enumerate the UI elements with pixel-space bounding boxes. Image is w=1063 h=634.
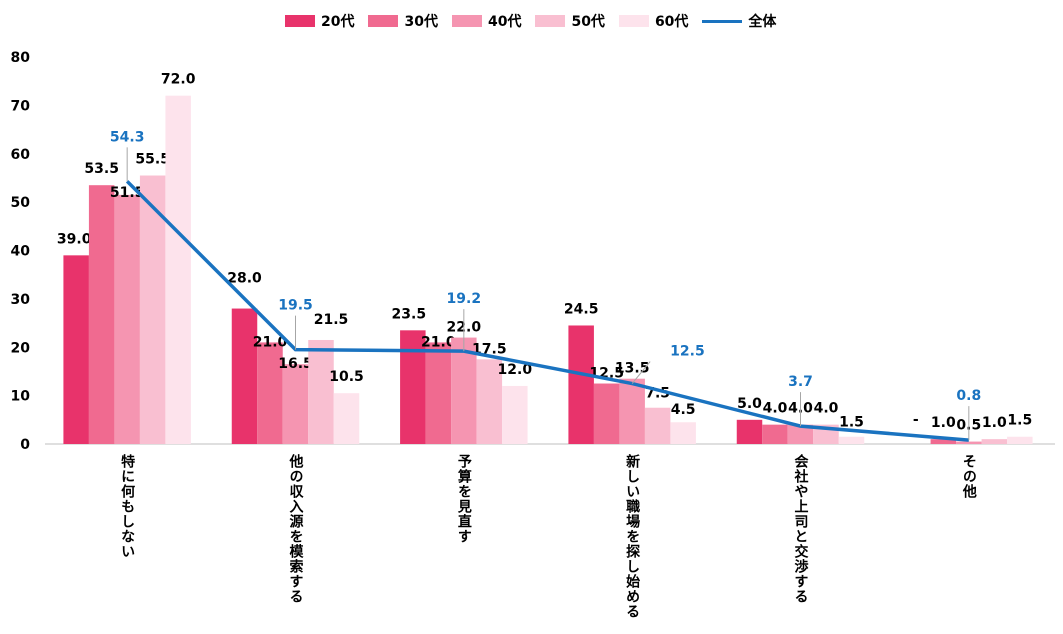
- bar-value-label: 4.0: [814, 401, 839, 417]
- bar-30代-2: [425, 342, 452, 444]
- bar-value-label: 21.0: [253, 334, 288, 350]
- bar-30代-5: [930, 439, 957, 444]
- y-tick-label: 80: [11, 50, 31, 66]
- legend-label: 20代: [321, 14, 355, 30]
- legend-item: 30代: [368, 11, 438, 31]
- bar-40代-4: [787, 424, 814, 444]
- legend-line-swatch: [702, 19, 743, 23]
- bar-60代-2: [502, 385, 528, 444]
- legend-swatch: [535, 15, 566, 27]
- category-label: その他: [961, 454, 978, 499]
- bar-value-label: 1.0: [982, 415, 1007, 431]
- bar-value-label: 72.0: [161, 72, 196, 88]
- bar-40代-5: [956, 441, 982, 444]
- legend-label: 60代: [654, 14, 689, 30]
- bar-value-label: 23.5: [392, 306, 427, 322]
- legend-label: 30代: [404, 14, 438, 30]
- y-tick-label: 40: [11, 244, 31, 260]
- category-label: 新しい職場を探し始める: [624, 453, 640, 619]
- bar-value-label: 1.5: [839, 415, 864, 431]
- line-overall: [125, 180, 969, 442]
- bar-50代-3: [644, 407, 671, 444]
- category-label: 予算を見直す: [456, 454, 473, 544]
- legend-swatch: [285, 15, 315, 27]
- bar-value-label: 5.0: [737, 396, 762, 412]
- y-tick-label: 10: [11, 389, 31, 405]
- category-label: 会社や上司と交渉する: [793, 453, 810, 604]
- line-value-label: 19.2: [447, 291, 482, 307]
- bar-60代-1: [333, 393, 360, 444]
- bar-20代-4: [736, 419, 763, 444]
- bar-value-label: 10.5: [329, 369, 364, 385]
- bar-20代-1: [231, 308, 258, 444]
- bar-value-label: 16.5: [278, 356, 313, 372]
- y-tick-label: 20: [11, 340, 31, 356]
- bar-value-label: 21.5: [314, 312, 349, 328]
- legend-label: 全体: [748, 14, 777, 30]
- bar-value-label: 28.0: [227, 271, 262, 287]
- bar-50代-0: [139, 175, 166, 445]
- legend-item: 50代: [535, 11, 605, 31]
- bar-60代-4: [838, 436, 865, 444]
- bar-value-label: 55.5: [135, 152, 170, 168]
- bar-40代-0: [114, 194, 140, 444]
- category-label: 特に何もしない: [119, 453, 135, 559]
- legend-item: 60代: [618, 11, 689, 31]
- bar-30代-1: [257, 342, 283, 444]
- line-value-label: 3.7: [788, 374, 813, 390]
- bar-value-label: 1.0: [931, 415, 956, 431]
- legend-swatch: [368, 15, 399, 27]
- line-value-label: 12.5: [670, 344, 705, 360]
- bar-60代-3: [670, 422, 696, 444]
- bar-40代-1: [282, 364, 309, 444]
- bar-value-label: 12.0: [498, 362, 533, 378]
- legend-item: 40代: [451, 11, 522, 31]
- legend-label: 50代: [571, 14, 605, 30]
- y-tick-label: 30: [11, 292, 31, 308]
- bar-value-label: 24.5: [564, 301, 599, 317]
- bar-60代-0: [165, 95, 191, 444]
- chart-legend: 20代 30代 40代 50代 60代 全体: [285, 10, 776, 32]
- line-value-label: 54.3: [110, 129, 145, 145]
- legend-item: 20代: [285, 11, 354, 31]
- line-value-label: 19.5: [278, 298, 313, 314]
- y-tick-label: 60: [11, 147, 31, 163]
- y-tick-label: 0: [20, 437, 30, 453]
- line-value-label: 0.8: [956, 388, 981, 404]
- bar-60代-5: [1007, 436, 1033, 444]
- bar-30代-3: [593, 383, 620, 444]
- legend-swatch: [618, 15, 649, 27]
- category-label: 他の収入源を模索する: [288, 453, 305, 604]
- bar-30代-4: [762, 424, 788, 444]
- bar-value-label: 21.0: [421, 334, 456, 350]
- bar-20代-3: [568, 325, 594, 444]
- bar-30代-0: [88, 185, 115, 444]
- bar-50代-5: [981, 439, 1008, 444]
- y-tick-label: 70: [11, 98, 31, 114]
- bar-40代-2: [451, 337, 477, 444]
- bar-value-label: -: [913, 412, 919, 428]
- bar-20代-0: [63, 255, 89, 444]
- bar-value-label: 4.5: [671, 402, 696, 418]
- bar-value-label: 4.0: [763, 401, 788, 417]
- bar-value-label: 53.5: [84, 161, 119, 177]
- bar-value-label: 39.0: [57, 231, 92, 247]
- legend-label: 40代: [487, 14, 522, 30]
- bar-50代-2: [476, 359, 503, 444]
- legend-swatch: [451, 15, 482, 27]
- legend-item: 全体: [702, 11, 776, 31]
- bar-40代-3: [619, 378, 645, 444]
- bar-50代-1: [308, 339, 334, 444]
- leader-line: [631, 361, 651, 384]
- y-tick-label: 50: [11, 195, 31, 211]
- bar-value-label: 1.5: [1007, 413, 1032, 429]
